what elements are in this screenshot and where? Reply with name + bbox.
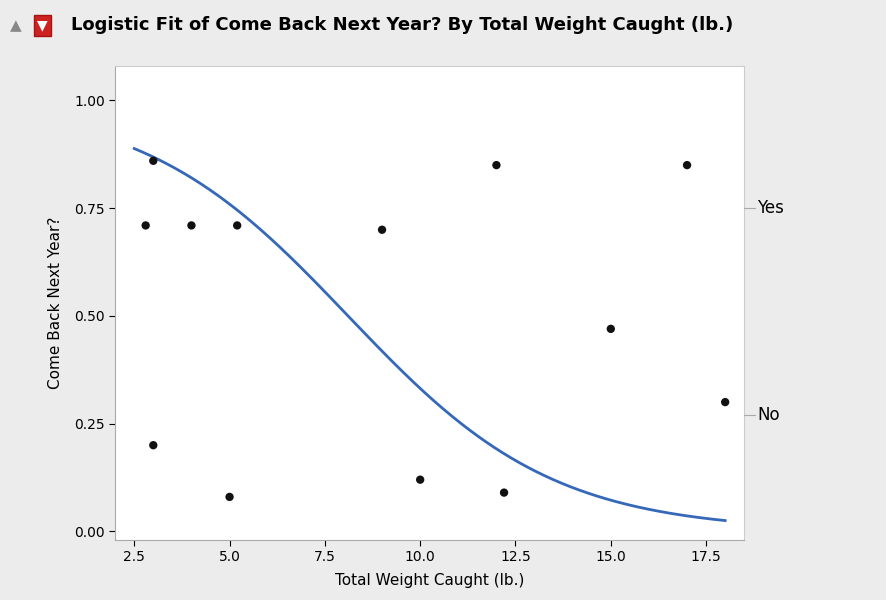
Point xyxy=(146,156,160,166)
Point xyxy=(497,488,511,497)
Point xyxy=(375,225,389,235)
X-axis label: Total Weight Caught (lb.): Total Weight Caught (lb.) xyxy=(335,573,525,588)
Point xyxy=(489,160,503,170)
Point xyxy=(718,397,732,407)
Point xyxy=(138,221,152,230)
Point xyxy=(230,221,245,230)
Text: Yes: Yes xyxy=(758,199,784,217)
Point xyxy=(603,324,618,334)
Point xyxy=(184,221,198,230)
Text: ▲: ▲ xyxy=(10,18,22,33)
Y-axis label: Come Back Next Year?: Come Back Next Year? xyxy=(48,217,63,389)
Text: Logistic Fit of Come Back Next Year? By Total Weight Caught (lb.): Logistic Fit of Come Back Next Year? By … xyxy=(71,16,733,34)
Point xyxy=(680,160,694,170)
Text: ▼: ▼ xyxy=(37,19,48,32)
Text: No: No xyxy=(758,406,781,424)
Point xyxy=(413,475,427,484)
Point xyxy=(222,492,237,502)
Point xyxy=(146,440,160,450)
